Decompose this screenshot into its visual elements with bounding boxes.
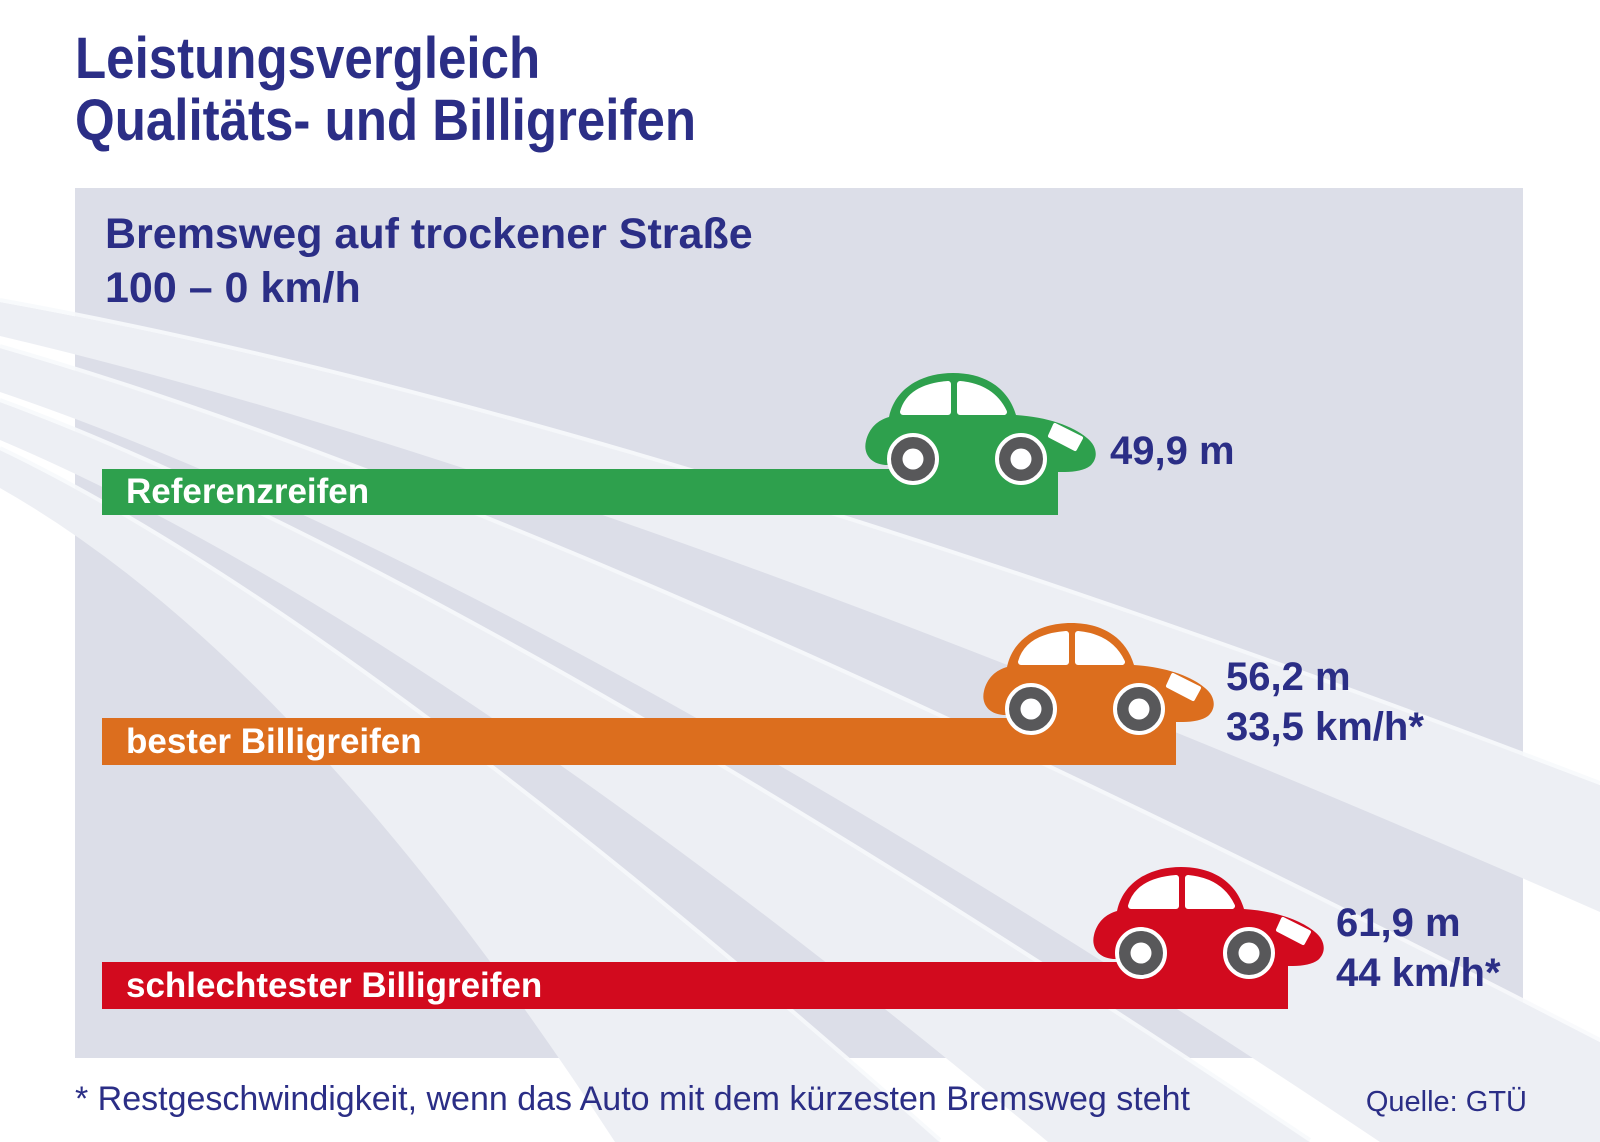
value-label-bester-billigreifen: 56,2 m 33,5 km/h* [1226, 652, 1424, 752]
distance-value: 61,9 m [1336, 901, 1461, 945]
value-label-referenzreifen: 49,9 m [1110, 426, 1235, 476]
bar-label-bester-billigreifen: bester Billigreifen [126, 721, 422, 761]
value-label-schlechtester-billigreifen: 61,9 m 44 km/h* [1336, 898, 1501, 998]
car-icon-orange [976, 615, 1216, 735]
distance-value: 56,2 m [1226, 655, 1351, 699]
speed-value: 33,5 km/h* [1226, 705, 1424, 749]
page-title: Leistungsvergleich Qualitäts- und Billig… [75, 28, 696, 152]
subtitle-line1: Bremsweg auf trockener Straße [105, 210, 753, 258]
subtitle-line2: 100 – 0 km/h [105, 264, 361, 312]
car-icon-green [858, 365, 1098, 485]
speed-value: 44 km/h* [1336, 951, 1501, 995]
distance-value: 49,9 m [1110, 429, 1235, 473]
title-line2: Qualitäts- und Billigreifen [75, 88, 697, 153]
bar-label-schlechtester-billigreifen: schlechtester Billigreifen [126, 965, 543, 1005]
car-icon-red [1086, 859, 1326, 979]
chart-subtitle: Bremsweg auf trockener Straße 100 – 0 km… [105, 207, 753, 315]
source-label: Quelle: GTÜ [1365, 1086, 1527, 1118]
bar-label-referenzreifen: Referenzreifen [126, 472, 370, 511]
footnote: * Restgeschwindigkeit, wenn das Auto mit… [75, 1080, 1190, 1118]
title-line1: Leistungsvergleich [75, 26, 541, 91]
